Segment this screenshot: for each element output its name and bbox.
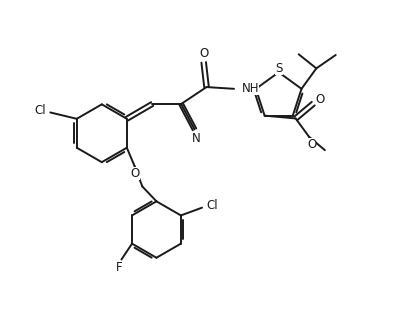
Text: N: N <box>192 132 201 146</box>
Text: O: O <box>316 93 325 106</box>
Text: Cl: Cl <box>35 104 46 117</box>
Text: Cl: Cl <box>206 199 218 213</box>
Text: O: O <box>307 138 316 151</box>
Text: S: S <box>275 61 283 75</box>
Text: F: F <box>116 261 123 274</box>
Text: O: O <box>130 167 139 180</box>
Text: O: O <box>199 47 208 60</box>
Text: NH: NH <box>242 82 259 95</box>
